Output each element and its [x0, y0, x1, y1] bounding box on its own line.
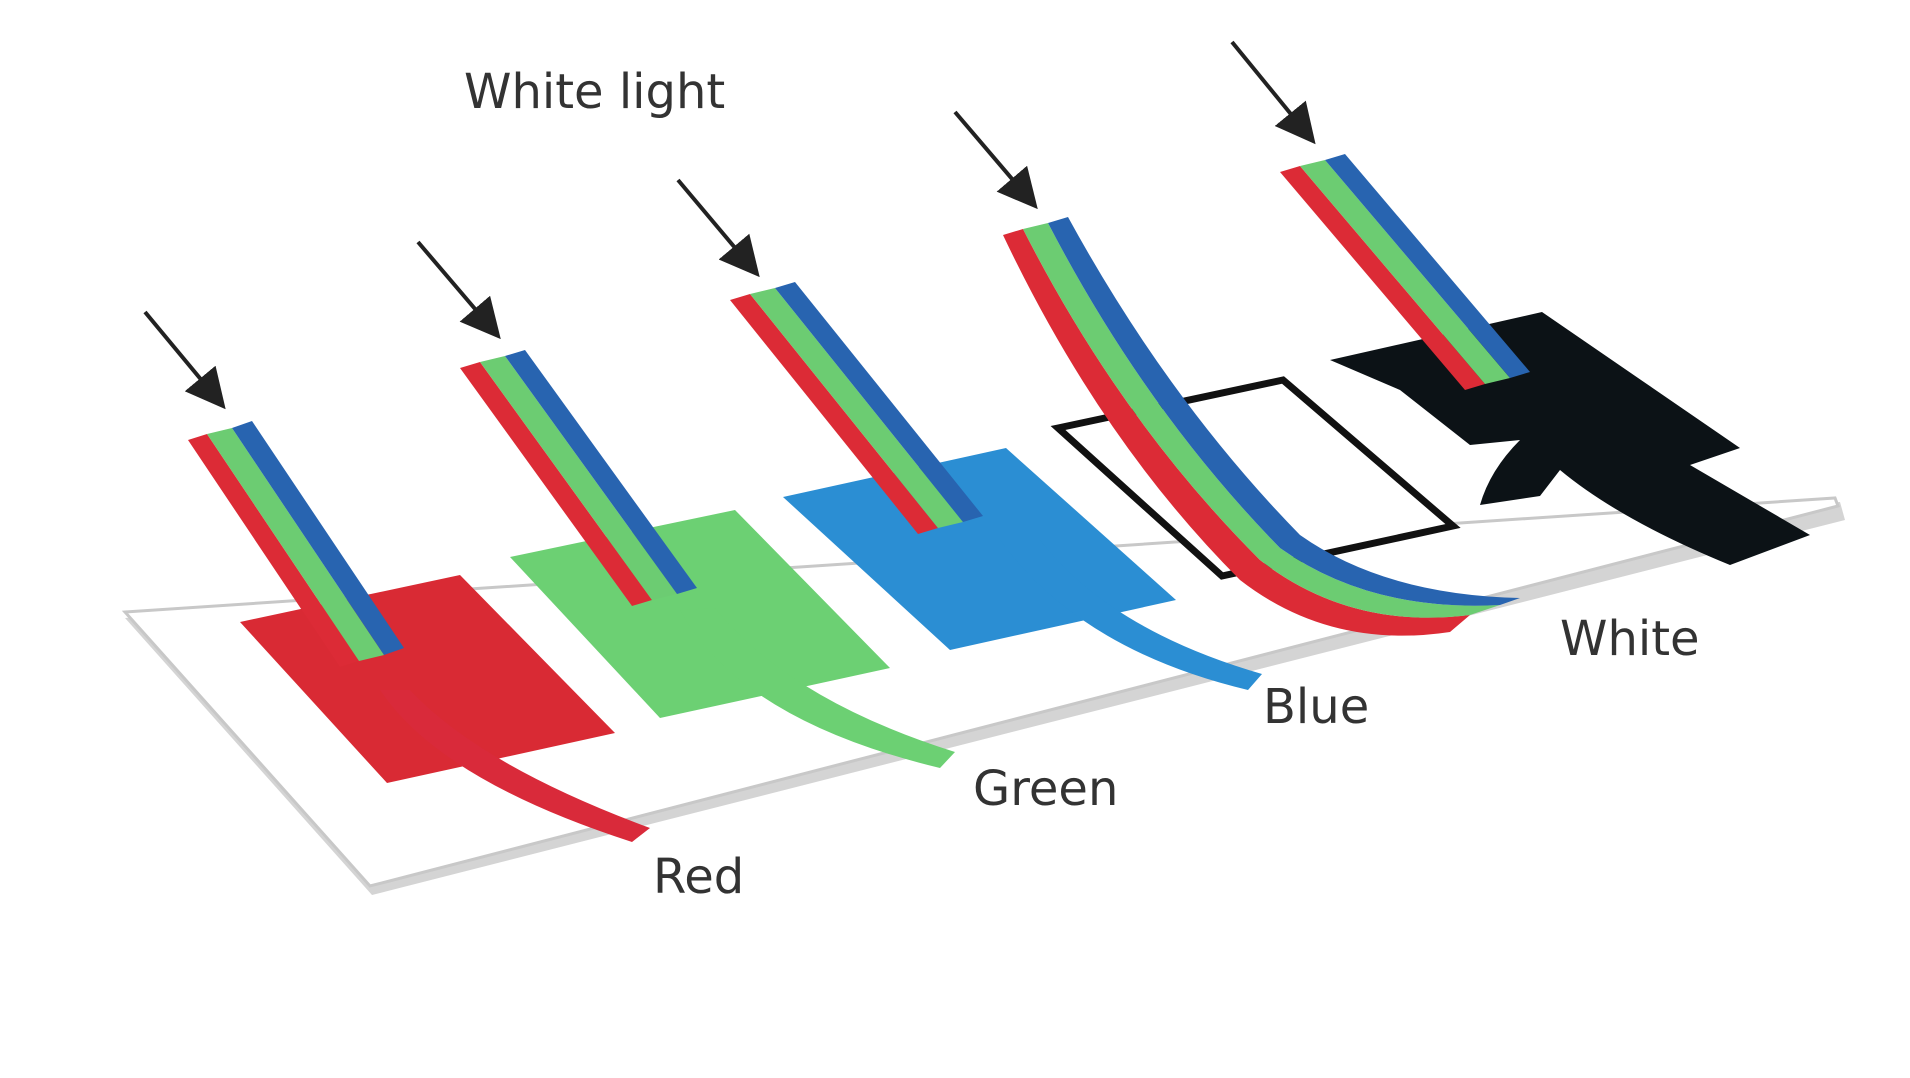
- green-reflection: [460, 350, 955, 768]
- red-reflection: [188, 421, 650, 842]
- incoming-beam: [188, 421, 404, 667]
- arrow-icon: [953, 110, 1038, 210]
- reflected-beam: [380, 690, 650, 842]
- black-absorption: [1280, 154, 1810, 565]
- white-label: White: [1560, 611, 1700, 667]
- incoming-beam: [1003, 217, 1520, 636]
- arrow-icon: [416, 240, 501, 340]
- reflected-beam: [680, 608, 955, 768]
- reflected-beam: [1000, 540, 1262, 690]
- blue-label: Blue: [1263, 679, 1369, 735]
- arrow-icon: [143, 310, 226, 410]
- incoming-light-label: White light: [464, 64, 725, 120]
- red-label: Red: [653, 849, 744, 905]
- green-label: Green: [973, 761, 1118, 817]
- white-reflection: [1003, 217, 1520, 636]
- arrow-icon: [1230, 40, 1316, 145]
- arrow-icon: [676, 178, 760, 278]
- incoming-beam: [730, 282, 983, 534]
- incoming-beam: [1280, 154, 1530, 390]
- incoming-beam: [460, 350, 697, 606]
- light-arrows: [143, 40, 1316, 410]
- blue-reflection: [730, 282, 1262, 690]
